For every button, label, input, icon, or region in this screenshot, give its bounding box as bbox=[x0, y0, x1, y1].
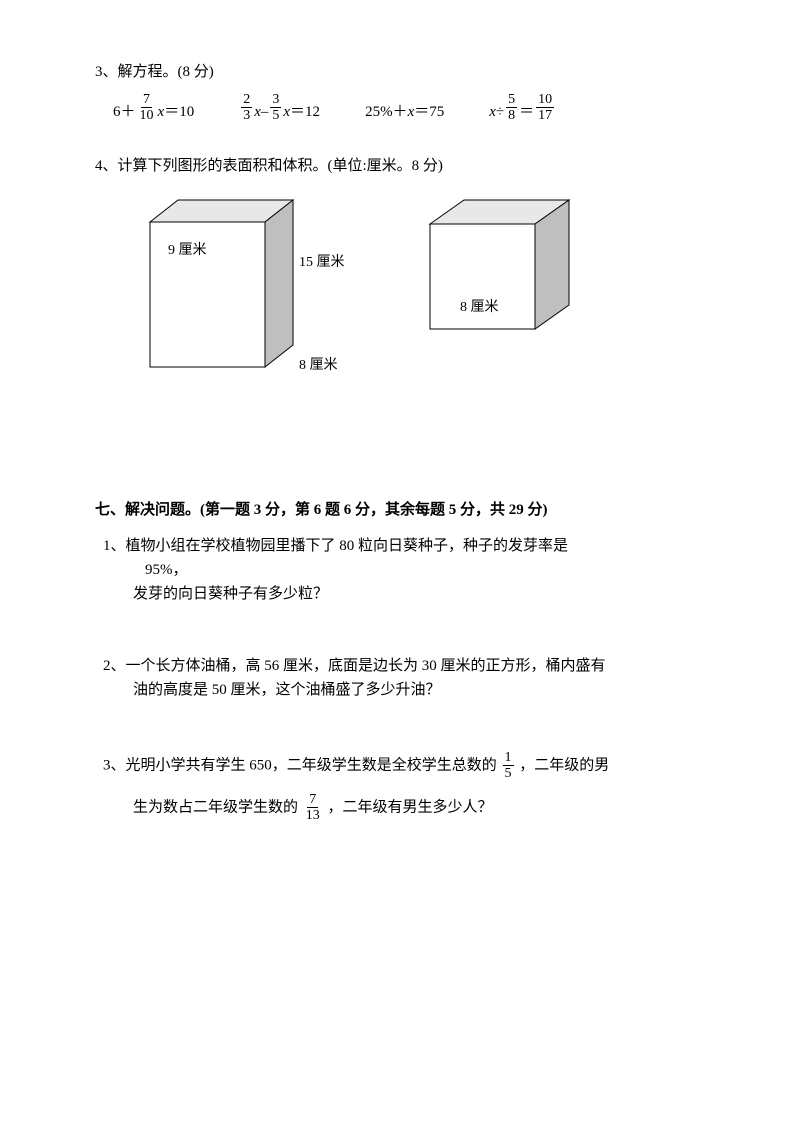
cuboid-shape: 9 厘米 15 厘米 8 厘米 bbox=[145, 198, 305, 378]
eq1-den: 10 bbox=[138, 108, 156, 123]
eq1-fraction: 7 10 bbox=[138, 92, 156, 124]
eq4-d2: 17 bbox=[536, 108, 554, 123]
shapes-container: 9 厘米 15 厘米 8 厘米 8 厘米 bbox=[95, 198, 720, 378]
eq1-pre: 6＋ bbox=[113, 100, 136, 124]
eq2-mid: – bbox=[261, 100, 269, 124]
p3-frac1: 1 5 bbox=[503, 750, 514, 782]
problem-2: 2、一个长方体油桶，高 56 厘米，底面是边长为 30 厘米的正方形，桶内盛有 … bbox=[95, 654, 720, 702]
eq4-var: x bbox=[489, 100, 496, 124]
p3-line2: 生为数占二年级学生数的 7 13 ，二年级有男生多少人？ bbox=[103, 792, 720, 824]
eq2-d1: 3 bbox=[241, 108, 252, 123]
eq3-pre: 25%＋ bbox=[365, 100, 408, 124]
eq2-post: ＝12 bbox=[290, 100, 320, 124]
p3-l2a: 生为数占二年级学生数的 bbox=[133, 799, 298, 815]
p3-frac2: 7 13 bbox=[304, 792, 322, 824]
p3-f1-num: 1 bbox=[503, 750, 514, 766]
p3-l1b: ，二年级的男 bbox=[519, 757, 609, 773]
eq2-var1: x bbox=[254, 100, 261, 124]
p1-line2: 95%， bbox=[103, 558, 720, 582]
eq-3: 25%＋ x ＝75 bbox=[365, 100, 444, 124]
problem-1: 1、植物小组在学校植物园里播下了 80 粒向日葵种子，种子的发芽率是 95%， … bbox=[95, 534, 720, 606]
p2-line2: 油的高度是 50 厘米，这个油桶盛了多少升油？ bbox=[103, 678, 720, 702]
p1-line3: 发芽的向日葵种子有多少粒？ bbox=[103, 582, 720, 606]
eq3-var: x bbox=[408, 100, 415, 124]
section-7-header: 七、解决问题。(第一题 3 分，第 6 题 6 分，其余每题 5 分，共 29 … bbox=[95, 498, 720, 522]
eq1-num: 7 bbox=[141, 92, 152, 108]
cuboid-width-label: 8 厘米 bbox=[299, 355, 338, 377]
eq2-n2: 3 bbox=[270, 92, 281, 108]
eq4-f2: 10 17 bbox=[536, 92, 554, 124]
eq4-n1: 5 bbox=[506, 92, 517, 108]
eq-1: 6＋ 7 10 x ＝10 bbox=[113, 92, 194, 124]
cube-label: 8 厘米 bbox=[460, 297, 499, 319]
question-4: 4、计算下列图形的表面积和体积。(单位:厘米。8 分) 9 厘米 15 厘米 8… bbox=[95, 154, 720, 378]
problem-3: 3、光明小学共有学生 650，二年级学生数是全校学生总数的 1 5 ，二年级的男… bbox=[95, 750, 720, 824]
eq4-pre: ÷ bbox=[496, 100, 504, 124]
eq4-eq: ＝ bbox=[519, 100, 534, 124]
q3-equations: 6＋ 7 10 x ＝10 2 3 x – 3 5 x ＝12 25%＋ x bbox=[95, 92, 720, 124]
cuboid-height-label: 15 厘米 bbox=[299, 252, 345, 274]
p3-l1a: 3、光明小学共有学生 650，二年级学生数是全校学生总数的 bbox=[103, 757, 497, 773]
p3-l2b: ，二年级有男生多少人？ bbox=[328, 799, 493, 815]
eq2-f1: 2 3 bbox=[241, 92, 252, 124]
cuboid-depth-label: 9 厘米 bbox=[168, 240, 207, 262]
p3-f1-den: 5 bbox=[503, 766, 514, 781]
eq2-d2: 5 bbox=[270, 108, 281, 123]
cuboid-svg bbox=[145, 198, 305, 378]
eq4-f1: 5 8 bbox=[506, 92, 517, 124]
cube-svg bbox=[425, 198, 585, 348]
eq2-n1: 2 bbox=[241, 92, 252, 108]
cube-shape: 8 厘米 bbox=[425, 198, 585, 378]
eq3-post: ＝75 bbox=[414, 100, 444, 124]
p1-line1: 1、植物小组在学校植物园里播下了 80 粒向日葵种子，种子的发芽率是 bbox=[103, 534, 720, 558]
question-3: 3、解方程。(8 分) 6＋ 7 10 x ＝10 2 3 x – 3 5 x … bbox=[95, 60, 720, 124]
eq2-var2: x bbox=[283, 100, 290, 124]
q3-header: 3、解方程。(8 分) bbox=[95, 60, 720, 84]
eq4-d1: 8 bbox=[506, 108, 517, 123]
eq1-post: ＝10 bbox=[164, 100, 194, 124]
eq-2: 2 3 x – 3 5 x ＝12 bbox=[239, 92, 320, 124]
eq4-n2: 10 bbox=[536, 92, 554, 108]
p3-line1: 3、光明小学共有学生 650，二年级学生数是全校学生总数的 1 5 ，二年级的男 bbox=[103, 750, 720, 782]
cuboid-side-face bbox=[265, 200, 293, 367]
q4-header: 4、计算下列图形的表面积和体积。(单位:厘米。8 分) bbox=[95, 154, 720, 178]
p3-f2-den: 13 bbox=[304, 808, 322, 823]
eq2-f2: 3 5 bbox=[270, 92, 281, 124]
eq1-var: x bbox=[158, 100, 165, 124]
eq-4: x ÷ 5 8 ＝ 10 17 bbox=[489, 92, 556, 124]
p2-line1: 2、一个长方体油桶，高 56 厘米，底面是边长为 30 厘米的正方形，桶内盛有 bbox=[103, 654, 720, 678]
p3-f2-num: 7 bbox=[307, 792, 318, 808]
